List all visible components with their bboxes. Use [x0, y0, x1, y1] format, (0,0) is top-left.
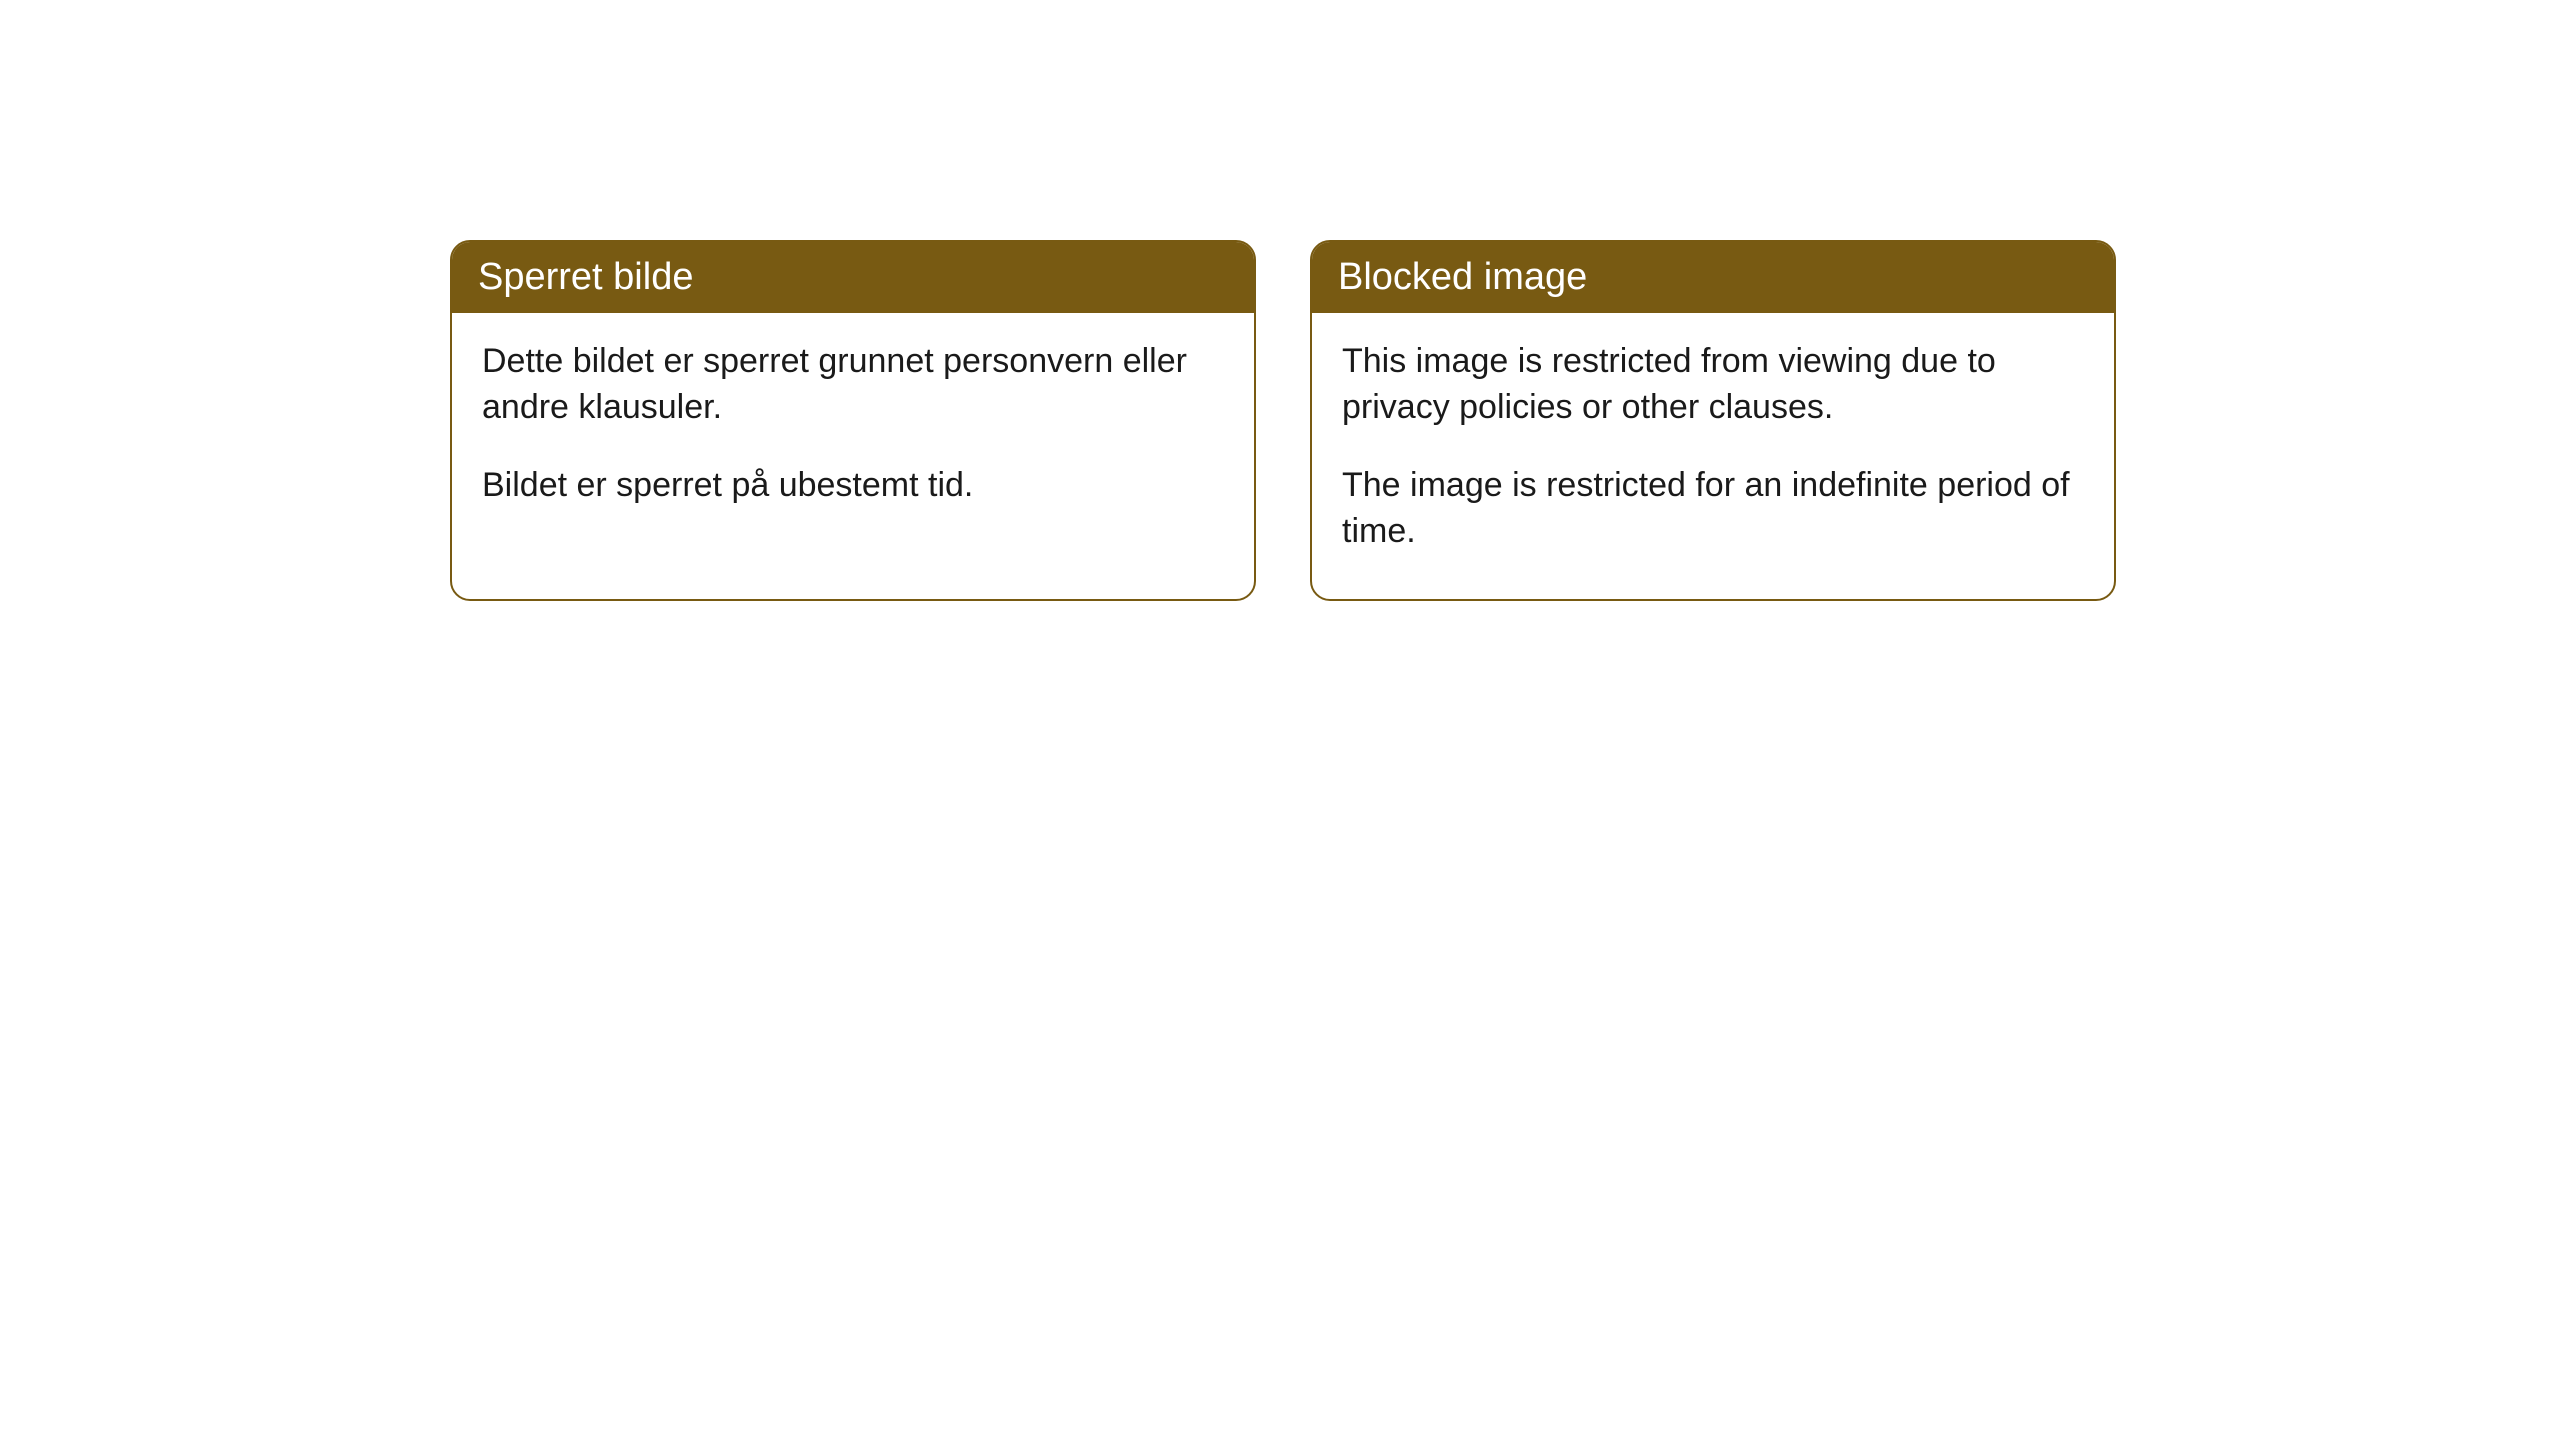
notice-card-norwegian: Sperret bilde Dette bildet er sperret gr…	[450, 240, 1256, 601]
card-title: Blocked image	[1338, 256, 1587, 298]
card-body-norwegian: Dette bildet er sperret grunnet personve…	[452, 313, 1254, 553]
card-paragraph: Bildet er sperret på ubestemt tid.	[482, 463, 1224, 509]
card-paragraph: The image is restricted for an indefinit…	[1342, 463, 2084, 555]
card-paragraph: This image is restricted from viewing du…	[1342, 339, 2084, 431]
notice-cards-container: Sperret bilde Dette bildet er sperret gr…	[450, 240, 2116, 601]
card-body-english: This image is restricted from viewing du…	[1312, 313, 2114, 599]
card-title: Sperret bilde	[478, 256, 693, 298]
card-header-norwegian: Sperret bilde	[452, 242, 1254, 313]
card-paragraph: Dette bildet er sperret grunnet personve…	[482, 339, 1224, 431]
card-header-english: Blocked image	[1312, 242, 2114, 313]
notice-card-english: Blocked image This image is restricted f…	[1310, 240, 2116, 601]
